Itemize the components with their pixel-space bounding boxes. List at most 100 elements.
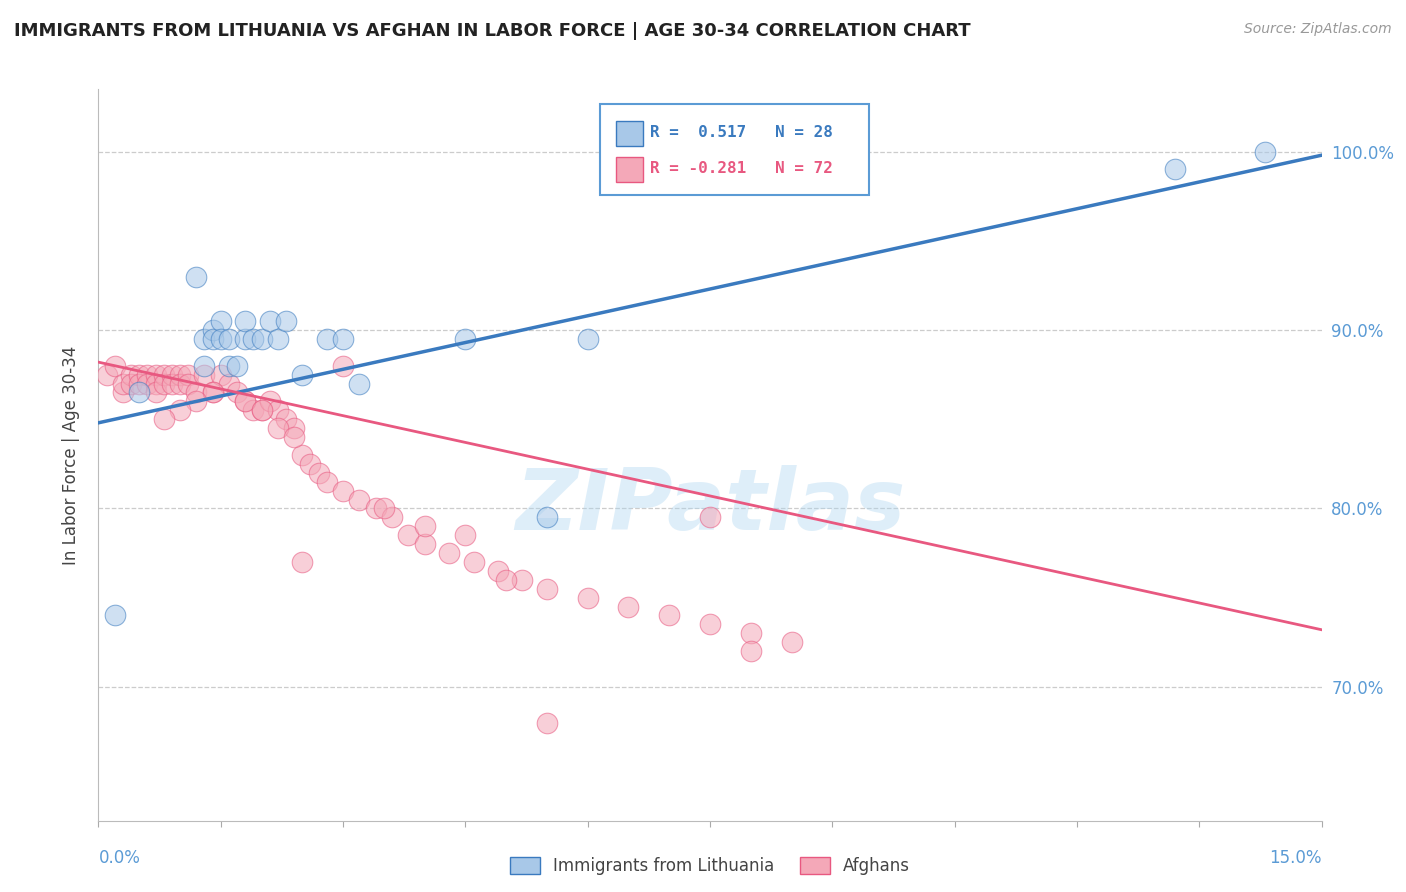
- Point: [145, 376, 167, 391]
- Point: [201, 323, 224, 337]
- Point: [536, 582, 558, 596]
- Point: [349, 376, 371, 391]
- Point: [145, 385, 167, 400]
- Point: [658, 608, 681, 623]
- Point: [186, 385, 208, 400]
- Point: [396, 528, 419, 542]
- Point: [128, 376, 150, 391]
- Point: [201, 385, 224, 400]
- Text: IMMIGRANTS FROM LITHUANIA VS AFGHAN IN LABOR FORCE | AGE 30-34 CORRELATION CHART: IMMIGRANTS FROM LITHUANIA VS AFGHAN IN L…: [14, 22, 970, 40]
- Point: [364, 501, 387, 516]
- Text: ZIPatlas: ZIPatlas: [515, 465, 905, 548]
- Point: [96, 368, 118, 382]
- Point: [177, 376, 200, 391]
- Point: [226, 359, 249, 373]
- Point: [332, 359, 354, 373]
- Point: [1253, 145, 1275, 159]
- Point: [160, 368, 183, 382]
- Point: [193, 368, 215, 382]
- Point: [177, 368, 200, 382]
- Point: [136, 376, 159, 391]
- Legend: Immigrants from Lithuania, Afghans: Immigrants from Lithuania, Afghans: [503, 850, 917, 882]
- Text: Source: ZipAtlas.com: Source: ZipAtlas.com: [1244, 22, 1392, 37]
- Point: [136, 368, 159, 382]
- Point: [495, 573, 517, 587]
- Point: [186, 394, 208, 409]
- Point: [373, 501, 395, 516]
- Point: [201, 385, 224, 400]
- Point: [308, 466, 330, 480]
- Point: [536, 715, 558, 730]
- Point: [315, 332, 337, 346]
- Point: [152, 412, 174, 426]
- Point: [259, 314, 281, 328]
- Point: [283, 421, 305, 435]
- Point: [250, 403, 273, 417]
- Point: [152, 376, 174, 391]
- Point: [128, 368, 150, 382]
- Point: [486, 564, 509, 578]
- Point: [169, 403, 191, 417]
- Point: [274, 412, 297, 426]
- Point: [740, 644, 762, 658]
- Point: [291, 555, 314, 569]
- Point: [250, 403, 273, 417]
- Point: [233, 314, 256, 328]
- Point: [250, 332, 273, 346]
- Point: [193, 359, 215, 373]
- Y-axis label: In Labor Force | Age 30-34: In Labor Force | Age 30-34: [62, 345, 80, 565]
- Point: [349, 492, 371, 507]
- Point: [233, 394, 256, 409]
- Point: [218, 332, 240, 346]
- Point: [740, 626, 762, 640]
- Bar: [616, 157, 643, 182]
- Point: [104, 608, 127, 623]
- Point: [218, 376, 240, 391]
- Point: [193, 332, 215, 346]
- Point: [576, 332, 599, 346]
- Point: [291, 368, 314, 382]
- Point: [463, 555, 485, 569]
- Point: [512, 573, 534, 587]
- Point: [413, 519, 436, 533]
- Point: [169, 368, 191, 382]
- Point: [315, 475, 337, 489]
- Point: [267, 403, 290, 417]
- Point: [218, 359, 240, 373]
- Point: [332, 483, 354, 498]
- FancyBboxPatch shape: [600, 103, 869, 195]
- Point: [242, 332, 264, 346]
- Point: [437, 546, 460, 560]
- Point: [1164, 162, 1187, 177]
- Point: [699, 510, 721, 524]
- Point: [128, 385, 150, 400]
- Point: [201, 332, 224, 346]
- Point: [209, 314, 232, 328]
- Point: [169, 376, 191, 391]
- Point: [186, 269, 208, 284]
- Point: [576, 591, 599, 605]
- Point: [209, 368, 232, 382]
- Point: [111, 385, 134, 400]
- Point: [536, 510, 558, 524]
- Point: [120, 376, 142, 391]
- Point: [274, 314, 297, 328]
- Text: R = -0.281   N = 72: R = -0.281 N = 72: [650, 161, 832, 177]
- Point: [233, 332, 256, 346]
- Point: [259, 394, 281, 409]
- Point: [413, 537, 436, 551]
- Point: [160, 376, 183, 391]
- Text: 15.0%: 15.0%: [1270, 849, 1322, 867]
- Point: [152, 368, 174, 382]
- Point: [267, 421, 290, 435]
- Point: [209, 332, 232, 346]
- Point: [111, 376, 134, 391]
- Bar: [616, 120, 643, 145]
- Point: [617, 599, 640, 614]
- Point: [332, 332, 354, 346]
- Point: [381, 510, 404, 524]
- Point: [699, 617, 721, 632]
- Point: [299, 457, 322, 471]
- Point: [283, 430, 305, 444]
- Text: R =  0.517   N = 28: R = 0.517 N = 28: [650, 125, 832, 140]
